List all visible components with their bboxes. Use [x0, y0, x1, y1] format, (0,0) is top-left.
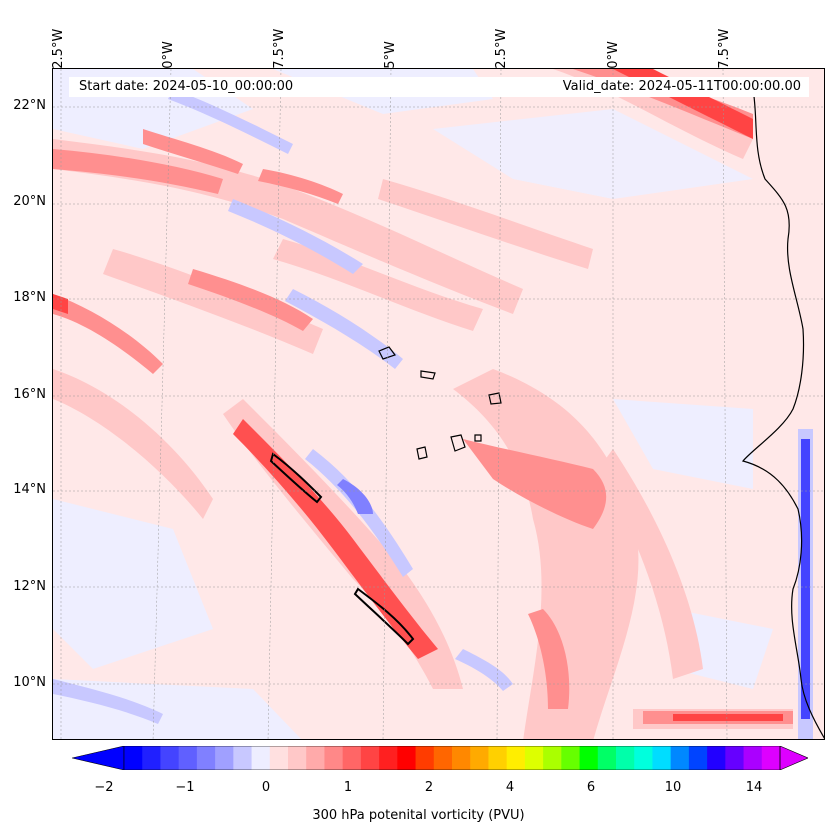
- map-panel: Start date: 2024-05-10_00:00:00 Valid_da…: [52, 68, 825, 740]
- colorbar-segment: [506, 746, 526, 770]
- colorbar-segment: [215, 746, 234, 770]
- colorbar-segment: [616, 746, 635, 770]
- colorbar-segment: [288, 746, 307, 770]
- lat-label: 14°N: [13, 482, 46, 497]
- colorbar-segment: [342, 746, 362, 770]
- colorbar-tick-label: 10: [664, 780, 682, 795]
- colorbar-segment: [670, 746, 690, 770]
- colorbar-tick-label: 4: [505, 780, 515, 795]
- colorbar-segment: [160, 746, 180, 770]
- colorbar-tick-label: 6: [586, 780, 596, 795]
- colorbar-segment: [707, 746, 726, 770]
- colorbar-extend-high: [779, 746, 808, 770]
- colorbar-tick-label: −1: [175, 780, 195, 795]
- colorbar-segment: [397, 746, 417, 770]
- colorbar-segment: [324, 746, 344, 770]
- colorbar-segment: [142, 746, 161, 770]
- start-date-label: Start date: 2024-05-10_00:00:00: [79, 79, 294, 94]
- colorbar-segment: [415, 746, 435, 770]
- lat-label: 10°N: [13, 675, 46, 690]
- colorbar-segment: [561, 746, 581, 770]
- lat-label: 22°N: [13, 98, 46, 113]
- colorbar-tick-label: 0: [261, 780, 271, 795]
- colorbar-segment: [761, 746, 781, 770]
- colorbar: [72, 746, 808, 770]
- colorbar-segment: [269, 746, 289, 770]
- colorbar-segment: [306, 746, 325, 770]
- colorbar-tick-label: −2: [94, 780, 114, 795]
- colorbar-label: 300 hPa potenital vorticity (PVU): [312, 808, 525, 823]
- pv-field: [53, 69, 824, 739]
- colorbar-segment: [124, 746, 143, 770]
- colorbar-segment: [360, 746, 380, 770]
- colorbar-segment: [543, 746, 562, 770]
- colorbar-tick-label: 1: [343, 780, 353, 795]
- colorbar-segment: [196, 746, 216, 770]
- colorbar-segment: [452, 746, 471, 770]
- colorbar-segment: [524, 746, 544, 770]
- colorbar-segment: [433, 746, 453, 770]
- colorbar-segment: [488, 746, 508, 770]
- colorbar-tick-label: 14: [745, 780, 763, 795]
- lat-label: 20°N: [13, 194, 46, 209]
- colorbar-tick-label: 2: [424, 780, 434, 795]
- colorbar-extend-low: [72, 746, 125, 770]
- colorbar-segment: [251, 746, 271, 770]
- colorbar-segment: [725, 746, 745, 770]
- colorbar-segment: [470, 746, 489, 770]
- lat-label: 12°N: [13, 579, 46, 594]
- lat-label: 18°N: [13, 290, 46, 305]
- colorbar-segment: [178, 746, 198, 770]
- valid-date-label: Valid_date: 2024-05-11T00:00:00.00: [562, 79, 801, 94]
- colorbar-segment: [634, 746, 653, 770]
- colorbar-segment: [688, 746, 708, 770]
- colorbar-segment: [379, 746, 398, 770]
- colorbar-segment: [579, 746, 599, 770]
- date-banner: Start date: 2024-05-10_00:00:00 Valid_da…: [69, 77, 809, 97]
- lat-label: 16°N: [13, 387, 46, 402]
- colorbar-segment: [233, 746, 253, 770]
- colorbar-segment: [743, 746, 763, 770]
- colorbar-segment: [652, 746, 672, 770]
- colorbar-segment: [597, 746, 617, 770]
